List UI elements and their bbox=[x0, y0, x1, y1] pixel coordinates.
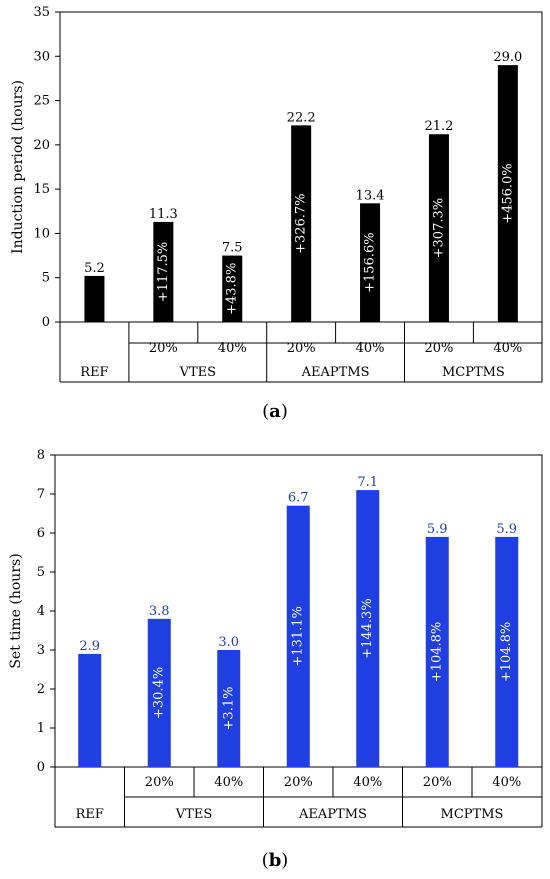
bar bbox=[217, 650, 241, 767]
data-label: 29.0 bbox=[493, 50, 522, 65]
chart-panel-a: 0 5 10 15 20 25 30 35 Induction period (hours) 5.… bbox=[10, 5, 543, 422]
y-tick-label: 30 bbox=[33, 49, 50, 64]
bar bbox=[497, 65, 518, 323]
data-label: 13.4 bbox=[356, 188, 385, 203]
data-label: 21.2 bbox=[424, 119, 453, 134]
group-label: AEAPTMS bbox=[298, 807, 367, 822]
group-label: AEAPTMS bbox=[301, 365, 370, 380]
y-tick-label: 2 bbox=[37, 682, 45, 697]
sub-category-label: 40% bbox=[218, 341, 247, 356]
sub-category-label: 40% bbox=[492, 775, 521, 790]
panel-label-part: ( bbox=[262, 401, 269, 422]
y-tick-label: 35 bbox=[33, 5, 50, 20]
y-tick-label: 8 bbox=[37, 448, 45, 463]
panel-label-part: a bbox=[269, 401, 281, 422]
change-label: +30.4% bbox=[152, 667, 167, 719]
data-label: 3.8 bbox=[149, 604, 170, 619]
change-label: +456.0% bbox=[500, 163, 515, 223]
panel-label: (a) bbox=[262, 401, 288, 422]
bar bbox=[84, 275, 105, 322]
data-label: 2.9 bbox=[79, 639, 100, 654]
data-label: 11.3 bbox=[149, 207, 178, 222]
panel-label: (b) bbox=[262, 850, 289, 871]
bar bbox=[291, 125, 312, 322]
y-tick-label: 4 bbox=[37, 604, 45, 619]
y-axis-title: Induction period (hours) bbox=[10, 80, 26, 254]
bar bbox=[425, 536, 449, 767]
y-tick-label: 3 bbox=[37, 643, 45, 658]
bar bbox=[286, 505, 310, 767]
sub-category-label: 20% bbox=[149, 341, 178, 356]
data-label: 3.0 bbox=[218, 635, 239, 650]
data-label: 5.9 bbox=[496, 522, 517, 537]
change-label: +104.8% bbox=[499, 622, 514, 682]
bar bbox=[428, 134, 449, 322]
group-label: VTES bbox=[179, 365, 216, 380]
change-label: +117.5% bbox=[156, 242, 171, 302]
y-tick-label: 5 bbox=[42, 271, 50, 286]
sub-category-label: 20% bbox=[287, 341, 316, 356]
bar bbox=[147, 618, 171, 767]
change-label: +43.8% bbox=[225, 263, 240, 315]
y-tick-label: 10 bbox=[33, 226, 50, 241]
y-tick-label: 25 bbox=[33, 94, 50, 109]
sub-category-label: 20% bbox=[145, 775, 174, 790]
y-axis-title: Set time (hours) bbox=[8, 553, 24, 668]
change-label: +326.7% bbox=[294, 193, 309, 253]
change-label: +3.1% bbox=[221, 687, 236, 731]
chart-panel-b: 0 1 2 3 4 5 6 7 8 Set time (hours) 2.9 3.8 +30.4% 3.0… bbox=[8, 448, 543, 871]
group-label: MCPTMS bbox=[441, 807, 504, 822]
data-label: 5.2 bbox=[84, 261, 105, 276]
data-label: 7.1 bbox=[357, 475, 378, 490]
panel-label-part: ) bbox=[281, 401, 288, 422]
sub-category-label: 20% bbox=[424, 341, 453, 356]
sub-category-label: 40% bbox=[356, 341, 385, 356]
y-tick-label: 5 bbox=[37, 565, 45, 580]
group-label: MCPTMS bbox=[442, 365, 505, 380]
change-label: +156.6% bbox=[363, 232, 378, 292]
y-tick-label: 15 bbox=[33, 182, 50, 197]
y-tick-label: 7 bbox=[37, 487, 45, 502]
panel-label-part: ) bbox=[281, 850, 288, 871]
y-tick-label: 0 bbox=[42, 315, 50, 330]
bar bbox=[78, 653, 102, 767]
bar bbox=[495, 536, 519, 767]
change-label: +131.1% bbox=[291, 606, 306, 666]
bar bbox=[360, 203, 381, 322]
sub-category-label: 40% bbox=[353, 775, 382, 790]
sub-category-label: 20% bbox=[423, 775, 452, 790]
change-label: +307.3% bbox=[431, 198, 446, 258]
group-label: REF bbox=[76, 807, 104, 822]
y-tick-label: 20 bbox=[33, 138, 50, 153]
sub-category-label: 40% bbox=[493, 341, 522, 356]
sub-category-label: 40% bbox=[214, 775, 243, 790]
data-label: 6.7 bbox=[288, 491, 309, 506]
change-label: +104.8% bbox=[430, 622, 445, 682]
bar bbox=[153, 221, 174, 322]
sub-category-label: 20% bbox=[284, 775, 313, 790]
panel-label-part: b bbox=[269, 850, 282, 871]
bar bbox=[222, 255, 243, 322]
data-label: 22.2 bbox=[287, 110, 316, 125]
group-label: VTES bbox=[175, 807, 212, 822]
y-tick-label: 1 bbox=[37, 721, 45, 736]
data-label: 5.9 bbox=[427, 522, 448, 537]
group-label: REF bbox=[80, 365, 108, 380]
y-tick-label: 6 bbox=[37, 526, 45, 541]
change-label: +144.3% bbox=[360, 598, 375, 658]
panel-label-part: ( bbox=[262, 850, 269, 871]
y-tick-label: 0 bbox=[37, 760, 45, 775]
bar bbox=[356, 490, 380, 767]
data-label: 7.5 bbox=[222, 241, 243, 256]
